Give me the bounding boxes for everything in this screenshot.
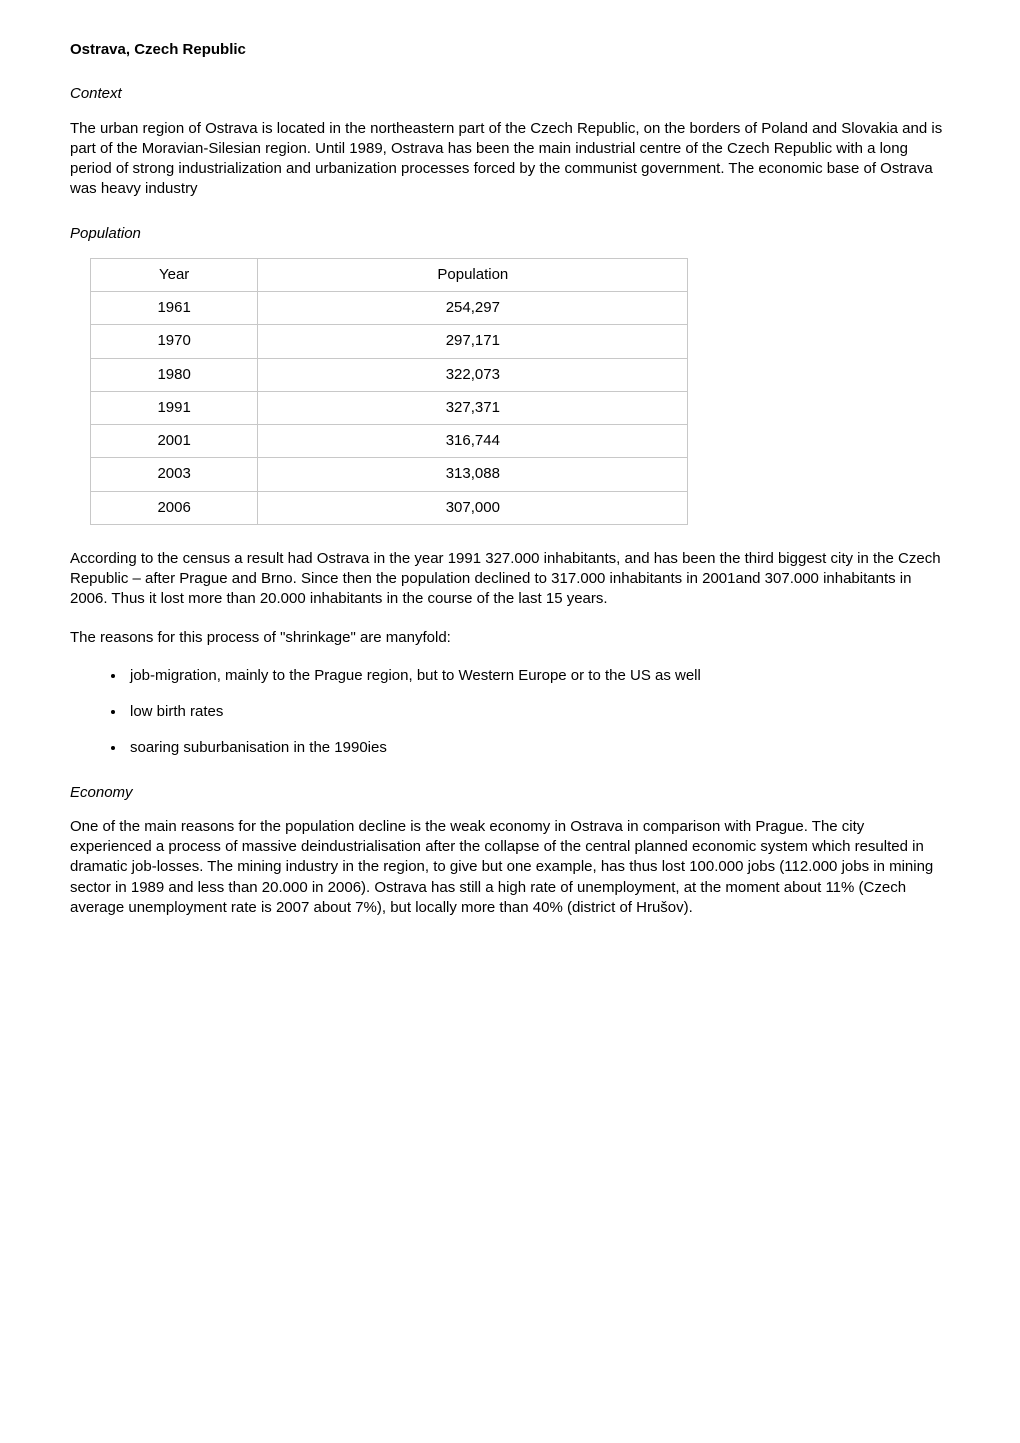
- cell-year: 1980: [91, 358, 258, 391]
- economy-body: One of the main reasons for the populati…: [70, 817, 950, 918]
- col-year: Year: [91, 258, 258, 291]
- cell-year: 1961: [91, 292, 258, 325]
- cell-pop: 307,000: [258, 491, 688, 524]
- list-item: low birth rates: [126, 702, 950, 722]
- cell-pop: 327,371: [258, 391, 688, 424]
- list-item: job-migration, mainly to the Prague regi…: [126, 666, 950, 686]
- cell-pop: 322,073: [258, 358, 688, 391]
- population-reasons-intro: The reasons for this process of "shrinka…: [70, 628, 950, 648]
- list-item: soaring suburbanisation in the 1990ies: [126, 738, 950, 758]
- document-title: Ostrava, Czech Republic: [70, 40, 950, 60]
- context-heading: Context: [70, 84, 950, 104]
- population-table: Year Population 1961 254,297 1970 297,17…: [90, 258, 688, 525]
- cell-year: 1970: [91, 325, 258, 358]
- table-row: 1980 322,073: [91, 358, 688, 391]
- table-row: 2001 316,744: [91, 425, 688, 458]
- population-after-table: According to the census a result had Ost…: [70, 549, 950, 610]
- col-population: Population: [258, 258, 688, 291]
- cell-pop: 313,088: [258, 458, 688, 491]
- population-heading: Population: [70, 224, 950, 244]
- table-row: 2003 313,088: [91, 458, 688, 491]
- cell-year: 1991: [91, 391, 258, 424]
- cell-pop: 297,171: [258, 325, 688, 358]
- table-header-row: Year Population: [91, 258, 688, 291]
- cell-pop: 254,297: [258, 292, 688, 325]
- economy-heading: Economy: [70, 783, 950, 803]
- table-row: 2006 307,000: [91, 491, 688, 524]
- cell-pop: 316,744: [258, 425, 688, 458]
- table-row: 1961 254,297: [91, 292, 688, 325]
- table-row: 1991 327,371: [91, 391, 688, 424]
- table-row: 1970 297,171: [91, 325, 688, 358]
- cell-year: 2001: [91, 425, 258, 458]
- cell-year: 2003: [91, 458, 258, 491]
- cell-year: 2006: [91, 491, 258, 524]
- reasons-list: job-migration, mainly to the Prague regi…: [70, 666, 950, 759]
- context-body: The urban region of Ostrava is located i…: [70, 119, 950, 200]
